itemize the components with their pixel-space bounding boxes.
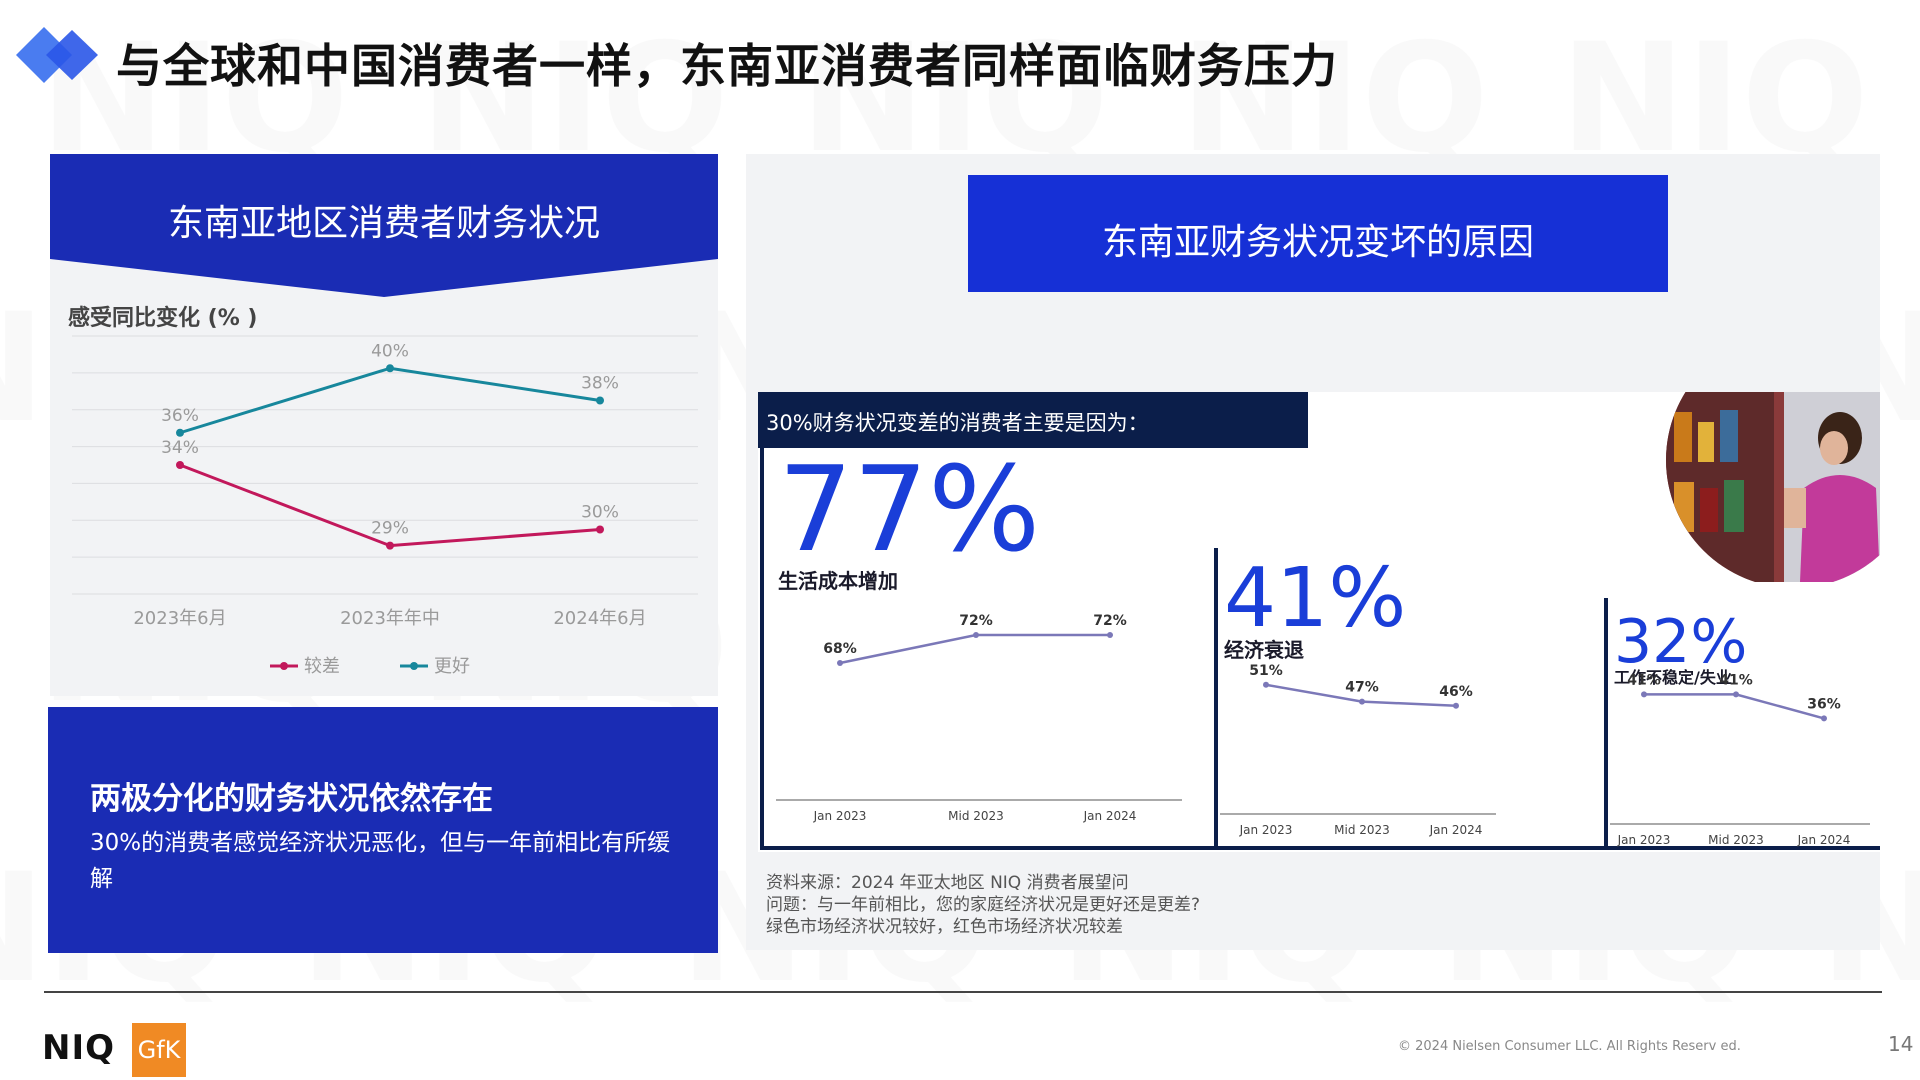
page-title: 与全球和中国消费者一样，东南亚消费者同样面临财务压力 — [116, 39, 1338, 93]
legend-label: 较差 — [304, 656, 340, 677]
series-line-better — [179, 366, 601, 435]
mini-series-line — [1644, 693, 1825, 720]
mini-data-label: 41% — [1627, 672, 1661, 688]
mini-series-line — [839, 633, 1110, 665]
mini-data-label: 36% — [1807, 696, 1841, 712]
mini-data-point — [1641, 691, 1647, 698]
data-point — [386, 364, 394, 373]
financial-status-line-chart: 2023年6月 2023年年中 2024年6月 34% 29% 30% 36% 40% 38% 较… — [72, 335, 698, 677]
mini-data-label: 51% — [1249, 663, 1283, 679]
reason-label: 经济衰退 — [1224, 638, 1304, 662]
chart-ylabel: 感受同比变化 (% ) — [68, 306, 258, 331]
x-tick-label: 2023年年中 — [340, 608, 440, 629]
page-number: 14 — [1888, 1032, 1914, 1056]
reasons-mini-charts: 77%生活成本增加 68% 72% 72% Jan 2023 Mid 2023 Jan 20… — [760, 440, 1880, 850]
data-label: 40% — [371, 341, 409, 361]
mini-data-point — [1107, 632, 1113, 638]
mini-data-label: 68% — [823, 641, 857, 657]
diamond-logo-icon — [16, 27, 98, 83]
sea-financial-status-panel: 东南亚地区消费者财务状况 感受同比变化 (% ) 2023年6月 2023年年中 2… — [50, 154, 718, 696]
summary-title: 两极分化的财务状况依然存在 — [90, 781, 493, 817]
niq-logo: NIQ — [42, 1028, 116, 1068]
mini-data-label: 72% — [959, 613, 993, 629]
data-label: 38% — [581, 374, 619, 394]
data-label: 34% — [161, 438, 199, 458]
mini-data-point — [837, 660, 843, 666]
data-point — [176, 428, 184, 437]
copyright-text: © 2024 Nielsen Consumer LLC. All Rights … — [1398, 1039, 1741, 1054]
source-line: 资料来源：2024 年亚太地区 NIQ 消费者展望问 — [766, 873, 1129, 893]
data-point — [596, 525, 604, 534]
mini-data-label: 47% — [1345, 680, 1379, 696]
right-banner-title: 东南亚财务状况变坏的原因 — [1101, 222, 1534, 263]
embed-title: 30%财务状况变差的消费者主要是因为： — [766, 411, 1149, 435]
legend-note-line: 绿色市场经济状况较好，红色市场经济状况较差 — [766, 917, 1123, 937]
mini-data-point — [973, 632, 979, 638]
source-notes: 资料来源：2024 年亚太地区 NIQ 消费者展望问 问题：与一年前相比，您的家… — [766, 872, 1200, 938]
summary-text: 30%的消费者感觉经济状况恶化，但与一年前相比有所缓解 — [90, 830, 671, 892]
footer-divider — [44, 991, 1882, 993]
reason-label: 工作不稳定/失业 — [1614, 668, 1732, 687]
reasons-embedded-chart: 30%财务状况变差的消费者主要是因为： 77% 生活成本增加 68% 72% 72% Ja… — [758, 392, 1880, 852]
data-label: 36% — [161, 406, 199, 426]
mini-data-point — [1733, 691, 1739, 698]
mini-data-point — [1359, 698, 1365, 705]
data-point — [596, 396, 604, 405]
mini-data-point — [1263, 681, 1269, 688]
data-label: 30% — [581, 503, 619, 523]
legend-label: 更好 — [434, 656, 470, 677]
mini-data-point — [1821, 715, 1827, 722]
data-point — [176, 461, 184, 469]
x-tick-label: 2024年6月 — [553, 608, 646, 629]
legend-marker — [410, 662, 418, 670]
mini-x-tick-label: Jan 2024 — [1083, 809, 1137, 823]
mini-x-tick-label: Jan 2023 — [1239, 823, 1293, 837]
headline-number: 41% — [1224, 551, 1406, 646]
mini-data-label: 41% — [1719, 672, 1753, 688]
mini-data-label: 72% — [1093, 613, 1127, 629]
mini-data-label: 46% — [1439, 684, 1473, 700]
mini-x-tick-label: Mid 2023 — [948, 809, 1004, 823]
mini-x-tick-label: Mid 2023 — [1708, 833, 1764, 847]
shopper-photo — [1666, 392, 1880, 582]
mini-x-tick-label: Jan 2023 — [1617, 833, 1671, 847]
left-banner — [50, 154, 718, 297]
x-tick-label: 2023年6月 — [133, 608, 226, 629]
mini-x-tick-label: Jan 2023 — [813, 809, 867, 823]
embed-title-bar: 30%财务状况变差的消费者主要是因为： — [758, 392, 1308, 448]
reason-label: 生活成本增加 — [778, 569, 898, 593]
legend-marker — [280, 662, 288, 670]
data-label: 29% — [371, 519, 409, 539]
polarization-summary-panel: 两极分化的财务状况依然存在 30%的消费者感觉经济状况恶化，但与一年前相比有所缓… — [48, 707, 718, 953]
question-line: 问题：与一年前相比，您的家庭经济状况是更好还是更差? — [766, 895, 1201, 915]
gfk-logo: GfK — [132, 1023, 186, 1077]
mini-x-tick-label: Jan 2024 — [1797, 833, 1851, 847]
mini-x-tick-label: Jan 2024 — [1429, 823, 1483, 837]
data-point — [386, 541, 394, 550]
right-banner: 东南亚财务状况变坏的原因 — [968, 175, 1668, 292]
mini-x-tick-label: Mid 2023 — [1334, 823, 1390, 837]
sea-worsening-reasons-panel: 东南亚财务状况变坏的原因 30%财务状况变差的消费者主要是因为： 77% 生活成本… — [746, 154, 1880, 950]
headline-number: 77% — [778, 440, 1040, 578]
left-banner-title: 东南亚地区消费者财务状况 — [167, 203, 600, 244]
mini-data-point — [1453, 702, 1459, 709]
headline-number: 32% — [1614, 607, 1747, 677]
